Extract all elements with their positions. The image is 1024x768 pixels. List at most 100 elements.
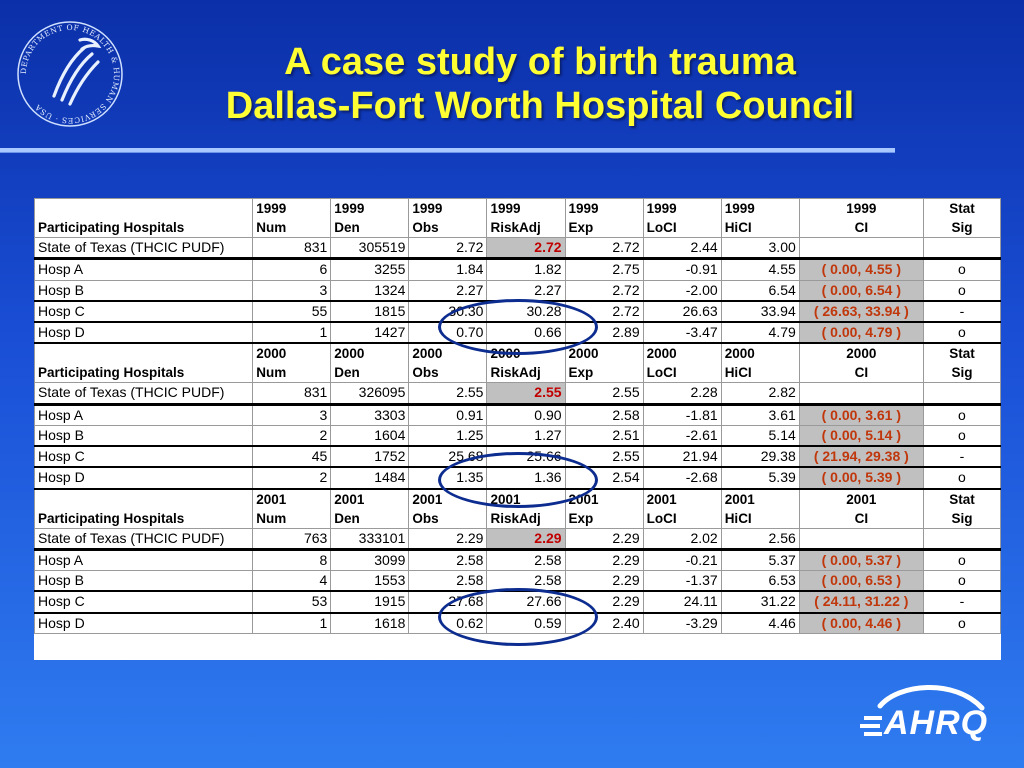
cell-den: 1553 — [330, 570, 410, 592]
state-num: 831 — [252, 382, 332, 405]
header-year: 1999 — [646, 201, 677, 216]
table-row: Hosp C 53 1915 27.68 27.66 2.29 24.11 31.22( 24… — [33, 590, 1002, 614]
header-row-2001: Participating Hospitals 2001 Num 2001 Den 200… — [33, 487, 1002, 529]
svg-text:DEPARTMENT OF HEALTH & HUMAN S: DEPARTMENT OF HEALTH & HUMAN SERVICES · … — [19, 23, 121, 125]
header-sig: Sig — [951, 220, 973, 235]
state-row-1999: State of Texas (THCIC PUDF) 831 305519 2.72… — [33, 236, 1002, 260]
header-year: 2000 — [256, 346, 287, 362]
header-sub: Num — [256, 220, 287, 235]
cell-loci: -3.29 — [642, 611, 722, 634]
header-sub: Exp — [568, 220, 594, 235]
header-sub: HiCI — [724, 365, 752, 381]
cell-obs: 0.91 — [408, 402, 488, 426]
cell-riskadj: 1.36 — [486, 466, 566, 490]
cell-ci: ( 0.00, 4.46 ) — [798, 611, 924, 634]
hospital-name: Hosp B — [33, 424, 254, 447]
header-hici: 1999 HiCI — [720, 198, 800, 238]
header-ci: 2000 CI — [798, 342, 924, 384]
cell-num: 2 — [252, 466, 332, 490]
cell-riskadj: 2.58 — [486, 570, 566, 592]
cell-exp: 2.29 — [564, 570, 644, 592]
state-exp: 2.55 — [564, 382, 644, 405]
header-sub: Obs — [412, 365, 439, 381]
header-loci: 1999 LoCI — [642, 198, 722, 238]
header-year: 2000 — [846, 346, 877, 362]
cell-den: 1604 — [330, 424, 410, 447]
state-loci: 2.02 — [642, 527, 722, 550]
ahrq-logo: AHRQ — [858, 678, 998, 748]
header-sub: CI — [854, 365, 869, 381]
header-sub: RiskAdj — [490, 510, 541, 526]
header-year: 2001 — [256, 491, 287, 507]
hospital-name: Hosp C — [33, 444, 254, 468]
header-sub: HiCI — [724, 220, 752, 235]
state-sig — [922, 236, 1002, 260]
header-num: 2000 Num — [252, 342, 332, 384]
header-year: 1999 — [490, 201, 521, 216]
header-sub: Num — [256, 510, 287, 526]
cell-sig: - — [922, 590, 1002, 614]
header-riskadj: 2001 RiskAdj — [486, 487, 566, 529]
state-name: State of Texas (THCIC PUDF) — [33, 382, 254, 405]
state-num: 763 — [252, 527, 332, 550]
cell-loci: -2.61 — [642, 424, 722, 447]
state-loci: 2.44 — [642, 236, 722, 260]
cell-den: 1324 — [330, 279, 410, 302]
cell-ci: ( 24.11, 31.22 ) — [798, 590, 924, 614]
header-sub: Obs — [412, 220, 439, 235]
header-hici: 2001 HiCI — [720, 487, 800, 529]
cell-hici: 5.39 — [720, 466, 800, 490]
header-year: 2000 — [568, 346, 599, 362]
state-sig — [922, 527, 1002, 550]
cell-hici: 4.55 — [720, 257, 800, 281]
cell-exp: 2.29 — [564, 547, 644, 572]
table-row: Hosp A 6 3255 1.84 1.82 2.75 -0.91 4.55( 0.00, … — [33, 257, 1002, 281]
header-sub: Obs — [412, 510, 439, 526]
cell-riskadj: 0.59 — [486, 611, 566, 634]
cell-obs: 0.62 — [408, 611, 488, 634]
cell-exp: 2.40 — [564, 611, 644, 634]
state-riskadj: 2.72 — [486, 236, 566, 260]
cell-exp: 2.51 — [564, 424, 644, 447]
state-den: 333101 — [330, 527, 410, 550]
cell-exp: 2.29 — [564, 590, 644, 614]
cell-obs: 2.58 — [408, 570, 488, 592]
cell-den: 1752 — [330, 444, 410, 468]
hhs-logo-ring-text: DEPARTMENT OF HEALTH & HUMAN SERVICES · … — [19, 23, 121, 125]
cell-sig: o — [922, 402, 1002, 426]
state-ci — [798, 236, 924, 260]
cell-obs: 27.68 — [408, 590, 488, 614]
cell-loci: -1.37 — [642, 570, 722, 592]
cell-sig: o — [922, 466, 1002, 490]
cell-num: 6 — [252, 257, 332, 281]
cell-loci: -0.91 — [642, 257, 722, 281]
cell-loci: -2.00 — [642, 279, 722, 302]
cell-exp: 2.72 — [564, 279, 644, 302]
state-num: 831 — [252, 236, 332, 260]
header-year: 2001 — [846, 491, 877, 507]
header-sub: RiskAdj — [490, 365, 541, 381]
header-year: 1999 — [568, 201, 599, 216]
cell-den: 1618 — [330, 611, 410, 634]
header-stat-sig: Stat Sig — [922, 487, 1002, 529]
eagle-profile-icon — [52, 37, 102, 106]
cell-hici: 4.79 — [720, 320, 800, 344]
cell-ci: ( 0.00, 5.39 ) — [798, 466, 924, 490]
header-sub: RiskAdj — [490, 220, 541, 235]
cell-sig: o — [922, 279, 1002, 302]
cell-hici: 4.46 — [720, 611, 800, 634]
cell-riskadj: 1.82 — [486, 257, 566, 281]
cell-num: 2 — [252, 424, 332, 447]
cell-num: 53 — [252, 590, 332, 614]
cell-num: 3 — [252, 402, 332, 426]
table-row: Hosp C 45 1752 25.68 25.66 2.55 21.94 29.38( 21… — [33, 444, 1002, 468]
ahrq-swoosh-icon — [860, 685, 985, 736]
cell-loci: -2.68 — [642, 466, 722, 490]
cell-loci: -3.47 — [642, 320, 722, 344]
cell-riskadj: 1.27 — [486, 424, 566, 447]
header-ci: 1999 CI — [798, 198, 924, 238]
cell-obs: 0.70 — [408, 320, 488, 344]
header-year: 2001 — [646, 491, 677, 507]
header-year: 2000 — [490, 346, 521, 362]
header-sub: LoCI — [646, 220, 677, 235]
